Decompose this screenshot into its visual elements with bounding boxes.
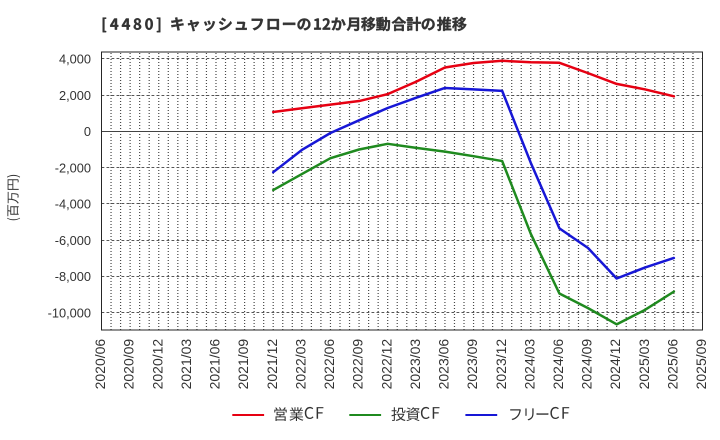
svg-text:2,000: 2,000: [59, 88, 91, 103]
svg-text:2021/03: 2021/03: [178, 339, 194, 390]
svg-text:-4,000: -4,000: [55, 197, 91, 212]
svg-text:2020/06: 2020/06: [92, 339, 108, 390]
svg-text:2024/03: 2024/03: [521, 339, 537, 390]
svg-text:2024/12: 2024/12: [607, 339, 623, 390]
svg-text:2025/03: 2025/03: [636, 339, 652, 390]
svg-text:2023/12: 2023/12: [493, 339, 509, 390]
svg-text:2025/09: 2025/09: [693, 339, 709, 390]
svg-text:-2,000: -2,000: [55, 160, 91, 175]
svg-text:2021/06: 2021/06: [207, 339, 223, 390]
svg-text:0: 0: [84, 124, 91, 139]
svg-text:-6,000: -6,000: [55, 233, 91, 248]
svg-text:2022/09: 2022/09: [350, 339, 366, 390]
svg-text:2020/09: 2020/09: [121, 339, 137, 390]
svg-text:2022/03: 2022/03: [292, 339, 308, 390]
svg-text:2023/09: 2023/09: [464, 339, 480, 390]
svg-text:2025/06: 2025/06: [664, 339, 680, 390]
svg-text:2023/03: 2023/03: [407, 339, 423, 390]
svg-text:-10,000: -10,000: [48, 305, 91, 320]
svg-text:2024/09: 2024/09: [579, 339, 595, 390]
svg-text:4,000: 4,000: [59, 52, 91, 67]
svg-text:2024/06: 2024/06: [550, 339, 566, 390]
svg-text:2023/06: 2023/06: [436, 339, 452, 390]
svg-text:2022/06: 2022/06: [321, 339, 337, 390]
svg-text:2021/09: 2021/09: [235, 339, 251, 390]
svg-text:2022/12: 2022/12: [378, 339, 394, 390]
svg-text:2021/12: 2021/12: [264, 339, 280, 390]
svg-text:2020/12: 2020/12: [149, 339, 165, 390]
svg-text:-8,000: -8,000: [55, 269, 91, 284]
